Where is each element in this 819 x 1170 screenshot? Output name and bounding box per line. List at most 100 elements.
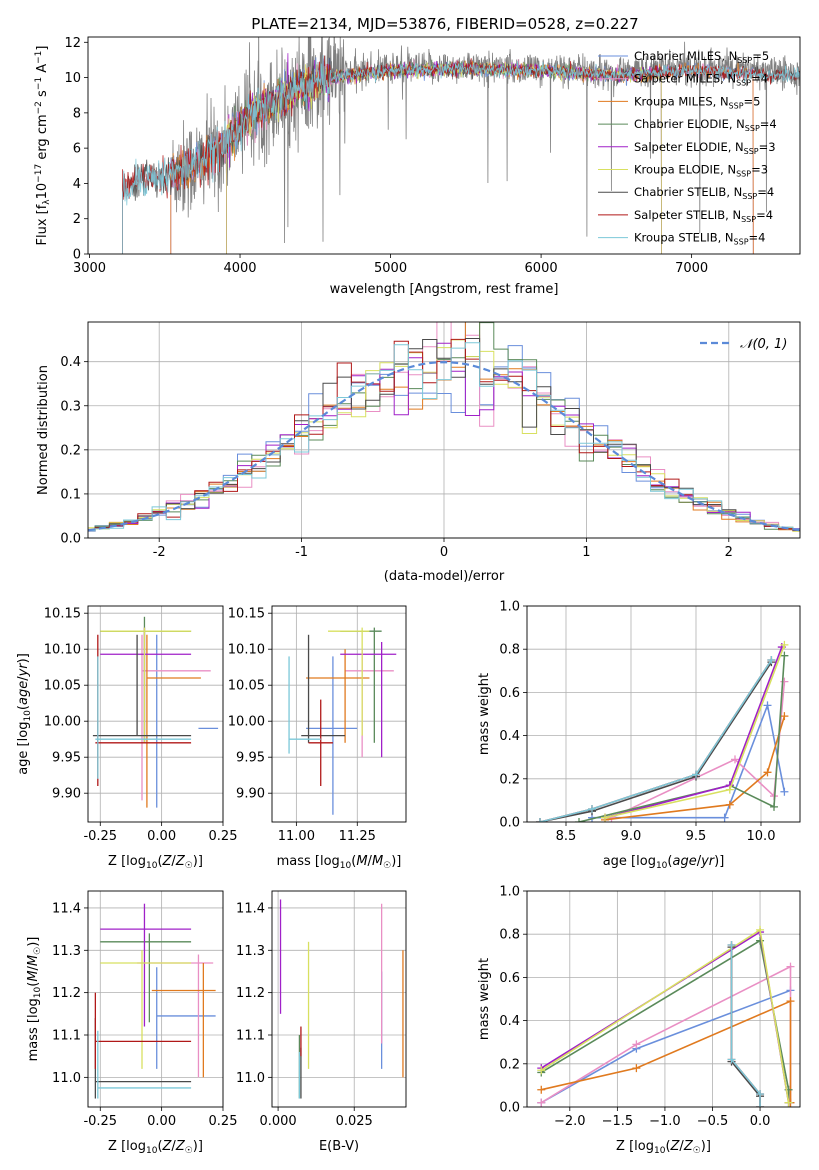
y-tick-label: 11.0	[52, 1071, 81, 1086]
panel-age_vs_mass: 11.00 11.25 9.90 9.95 10.00 10.05 10.10 10.15 ma…	[228, 605, 407, 871]
legend-label: Chabrier STELIB, NSSP=4	[634, 185, 774, 201]
y-tick-label: 11.4	[52, 901, 81, 916]
y-tick-label: 9.90	[52, 787, 81, 802]
x-tick-label: 3000	[73, 261, 106, 276]
errorbar-kroupa-miles	[146, 634, 201, 808]
x-tick-label: 0.025	[336, 1114, 373, 1129]
x-tick-label: 10.0	[747, 829, 776, 844]
weight-line-chabrier-stelib	[539, 661, 773, 822]
normal-curve	[88, 360, 800, 532]
axes-frame	[526, 890, 801, 1108]
x-tick-label: 8.5	[556, 829, 577, 844]
weight-marker	[786, 997, 795, 1006]
x-tick-label: 6000	[525, 261, 558, 276]
y-tick-label: 0.6	[499, 686, 520, 701]
plot-area-spectrum	[122, 37, 800, 254]
y-tick-label: 11.4	[236, 901, 265, 916]
legend-label: Chabrier MILES, NSSP=5	[634, 49, 769, 65]
y-tick-label: 10.05	[228, 679, 265, 694]
y-tick-label: 10.15	[44, 607, 81, 622]
model-line-salpeter-elodie	[226, 53, 662, 254]
legend-label: 𝒩(0, 1)	[740, 337, 787, 352]
x-tick-label: −1.5	[602, 1114, 634, 1129]
y-tick-label: 11.1	[52, 1029, 81, 1044]
x-axis-label: Z [log10(Z/Z☉)]	[108, 854, 203, 871]
axes-frame	[526, 605, 801, 823]
y-axis-label: mass weight	[477, 958, 492, 1040]
x-axis-label: mass [log10(M/M☉)]	[277, 854, 402, 871]
legend-label: Salpeter ELODIE, NSSP=3	[634, 140, 776, 156]
x-axis-label: (data-model)/error	[384, 569, 505, 584]
x-axis-label: age [log10(age/yr)]	[603, 854, 725, 871]
y-tick-label: 0.0	[60, 532, 81, 547]
errorbar-salpeter-elodie	[340, 642, 397, 758]
x-tick-label: 9.5	[686, 829, 707, 844]
legend-label: Kroupa ELODIE, NSSP=3	[634, 163, 768, 179]
errorbar-kroupa-stelib	[95, 656, 192, 779]
y-tick-label: 10.00	[228, 715, 265, 730]
errorbar-kroupa-miles	[306, 649, 370, 743]
errorbar-salpeter-stelib	[308, 699, 333, 786]
x-tick-label: 0.00	[147, 829, 176, 844]
histogram-chabrier-elodie	[88, 322, 800, 531]
axes-frame	[87, 321, 801, 539]
errorbar-chabrier-stelib	[94, 1018, 192, 1099]
y-tick-label: 0.1	[60, 487, 81, 502]
y-tick-label: 2	[73, 212, 81, 227]
y-tick-label: 9.90	[236, 787, 265, 802]
weight-marker	[756, 936, 765, 945]
weight-marker	[770, 802, 778, 811]
errorbar-kroupa-stelib	[288, 656, 321, 754]
errorbar-chabrier-miles	[156, 634, 219, 808]
x-tick-label: 1	[582, 545, 590, 560]
weight-marker	[756, 925, 765, 934]
residual-legend: 𝒩(0, 1)	[700, 337, 787, 352]
figure-title: PLATE=2134, MJD=53876, FIBERID=0528, z=0…	[251, 15, 638, 33]
y-tick-label: 0.0	[499, 1101, 520, 1116]
histogram-chabrier-stelib	[88, 338, 800, 531]
y-axis-label: age [log10(age/yr)]	[16, 653, 33, 775]
x-axis-label: wavelength [Angstrom, rest frame]	[330, 282, 559, 297]
weight-marker	[784, 1098, 793, 1107]
axes-frame	[87, 890, 224, 1108]
weight-marker	[725, 800, 734, 809]
axes-frame	[87, 36, 801, 255]
y-axis-label: mass weight	[477, 673, 492, 755]
weight-marker	[575, 818, 583, 822]
errorbar-chabrier-stelib	[92, 634, 192, 737]
weight-marker	[588, 805, 596, 814]
weight-marker	[763, 768, 772, 777]
x-tick-label: -0.25	[83, 1114, 117, 1129]
y-tick-label: 11.1	[236, 1029, 265, 1044]
x-tick-label: 0.00	[147, 1114, 176, 1129]
weight-marker	[780, 651, 789, 660]
y-tick-label: 0.2	[499, 772, 520, 787]
y-tick-label: 10	[64, 71, 81, 86]
errorbar-salpeter-miles	[345, 649, 394, 758]
x-tick-label: 11.25	[339, 829, 376, 844]
y-tick-label: 8	[73, 106, 81, 121]
errorbar-kroupa-miles	[151, 963, 216, 1078]
weight-marker	[756, 1103, 765, 1107]
x-tick-label: 2	[725, 545, 733, 560]
y-tick-label: 0.3	[60, 399, 81, 414]
weight-marker	[601, 813, 609, 822]
x-axis-label: Z [log10(Z/Z☉)]	[108, 1139, 203, 1156]
errorbar-kroupa-elodie	[100, 950, 192, 1069]
weight-marker	[727, 1055, 736, 1064]
weight-marker	[537, 1066, 546, 1075]
panel-weight_vs_age: 8.5 9.0 9.5 10.0 0.0 0.2 0.4 0.6 0.8 1.0 mass weig…	[477, 600, 801, 871]
y-tick-label: 11.0	[236, 1071, 265, 1086]
x-tick-label: 9.0	[621, 829, 642, 844]
x-tick-label: -2	[153, 545, 166, 560]
weight-line-chabrier-stelib	[730, 947, 761, 1107]
y-tick-label: 10.15	[228, 607, 265, 622]
x-tick-label: 7000	[675, 261, 708, 276]
y-tick-label: 9.95	[236, 751, 265, 766]
plot-area-residuals	[88, 322, 800, 532]
plot-area-mass_vs_Z	[94, 903, 216, 1099]
y-tick-label: 10.10	[228, 643, 265, 658]
y-tick-label: 1.0	[499, 885, 520, 900]
x-tick-label: 0	[440, 545, 448, 560]
x-tick-label: -1	[295, 545, 308, 560]
